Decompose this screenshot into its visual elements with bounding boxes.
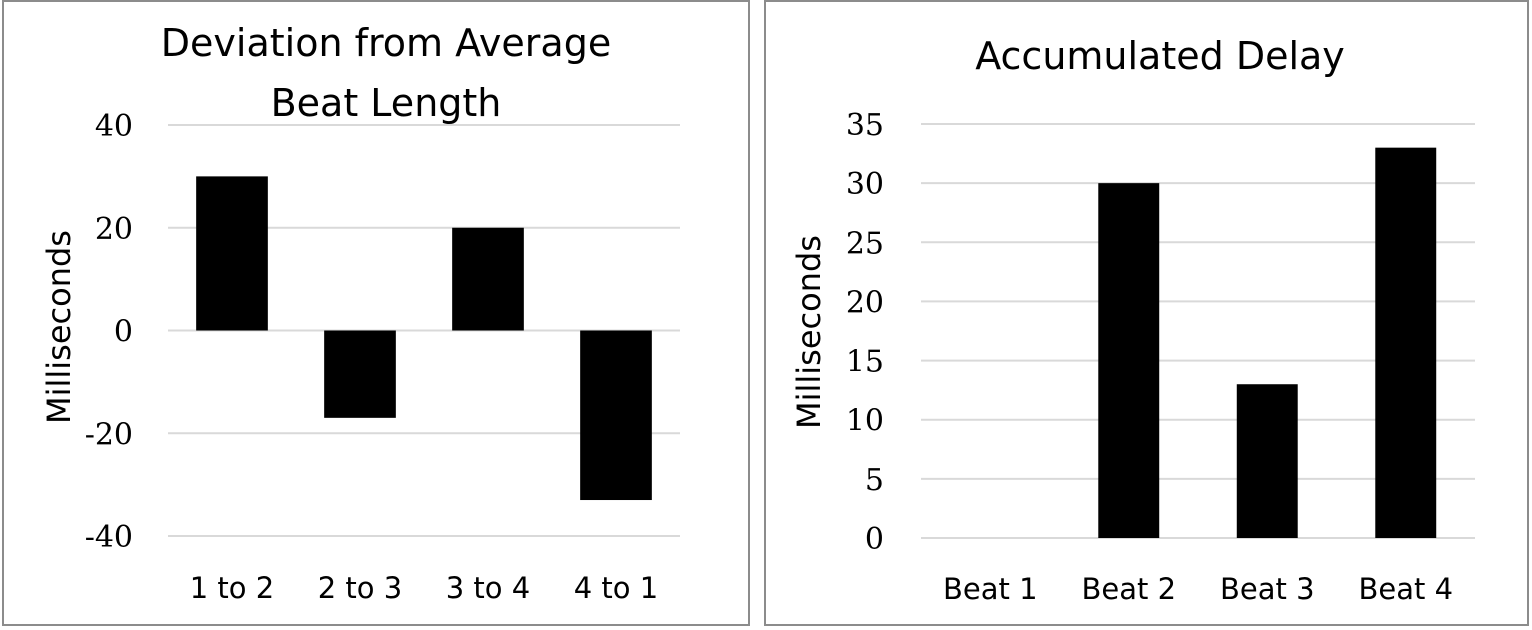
y-tick-label: 0 xyxy=(865,522,884,557)
y-tick-label: 5 xyxy=(865,463,884,498)
chart-accumulated-svg: Accumulated Delay Milliseconds 35 30 25 20 1… xyxy=(790,34,1475,606)
x-category-label: 3 to 4 xyxy=(446,571,530,605)
chart-deviation-svg: Deviation from Average Beat Length Milli… xyxy=(40,21,680,605)
bar xyxy=(452,227,524,331)
y-tick-label: -40 xyxy=(85,520,133,555)
plot-area: 40 20 0 -20 -40 1 to 2 2 to 3 3 to 4 4 to 1 xyxy=(85,109,680,605)
x-category-label: Beat 2 xyxy=(1081,572,1176,606)
y-tick-label: 15 xyxy=(846,345,884,380)
x-category-label: Beat 1 xyxy=(943,572,1038,606)
y-axis-label: Milliseconds xyxy=(790,235,828,429)
y-axis-label: Milliseconds xyxy=(40,230,78,424)
y-tick-label: 20 xyxy=(95,212,133,247)
bar xyxy=(1375,147,1437,538)
x-category-label: 2 to 3 xyxy=(318,571,402,605)
y-tick-label: 0 xyxy=(114,315,133,350)
y-tick-label: 10 xyxy=(846,404,884,439)
x-category-label: 4 to 1 xyxy=(574,571,658,605)
y-tick-label: 25 xyxy=(846,226,884,261)
chart-deviation-panel: Deviation from Average Beat Length Milli… xyxy=(2,0,750,626)
bar xyxy=(1236,384,1298,538)
bar xyxy=(580,330,652,501)
chart-title: Accumulated Delay xyxy=(975,34,1345,78)
x-category-label: 1 to 2 xyxy=(190,571,274,605)
chart-accumulated-panel: Accumulated Delay Milliseconds 35 30 25 20 1… xyxy=(764,0,1529,626)
bar xyxy=(324,330,396,418)
y-tick-label: 40 xyxy=(95,109,133,144)
y-tick-label: -20 xyxy=(85,417,133,452)
bar xyxy=(196,176,268,331)
y-tick-label: 35 xyxy=(846,108,884,143)
y-tick-label: 20 xyxy=(846,285,884,320)
y-tick-label: 30 xyxy=(846,167,884,202)
plot-area: 35 30 25 20 15 10 5 0 Beat 1 Beat 2 Beat 3 Beat 4 xyxy=(846,108,1475,606)
x-category-label: Beat 4 xyxy=(1358,572,1453,606)
chart-title-line-1: Deviation from Average xyxy=(161,21,611,65)
x-category-label: Beat 3 xyxy=(1220,572,1315,606)
chart-title-line-2: Beat Length xyxy=(271,81,502,125)
bar xyxy=(1098,183,1160,538)
